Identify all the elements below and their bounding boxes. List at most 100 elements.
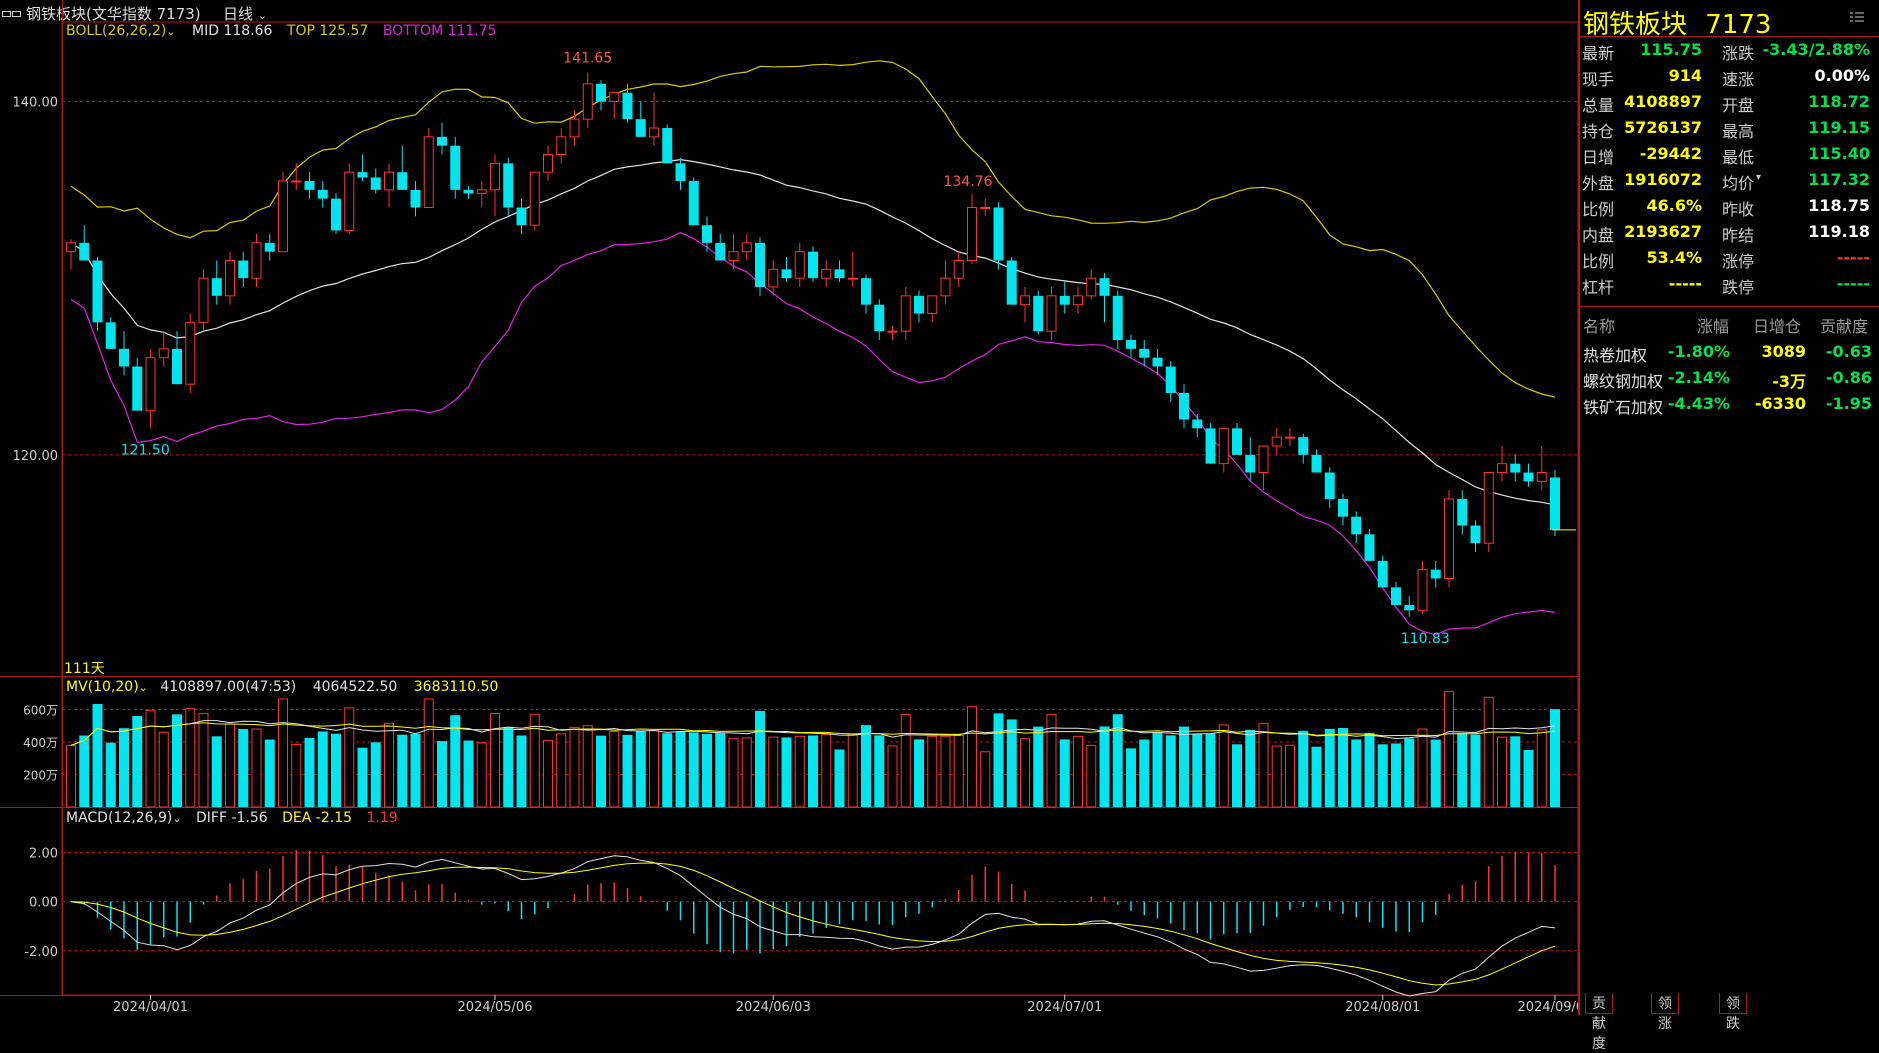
- volume-bar: [251, 728, 262, 808]
- quote-label: 比例: [1582, 200, 1615, 219]
- tab-leading-up[interactable]: 领涨: [1651, 993, 1679, 1032]
- boll-mid-line: [70, 158, 1556, 506]
- volume-bar: [1232, 744, 1242, 807]
- candle-body: [1271, 436, 1282, 447]
- quote-value: -----: [1668, 274, 1702, 293]
- related-name[interactable]: 螺纹钢加权: [1583, 372, 1664, 391]
- candle-body: [476, 189, 487, 194]
- related-header-contrib[interactable]: 贡献度: [1820, 317, 1869, 336]
- candle-body: [1338, 499, 1348, 517]
- candle-body: [1073, 295, 1083, 306]
- volume-bar: [198, 713, 209, 808]
- chevron-down-icon[interactable]: ▾: [1756, 172, 1762, 183]
- quote-value: 118.72: [1808, 92, 1870, 111]
- volume-bar: [529, 713, 540, 808]
- candle-body: [79, 242, 90, 261]
- candle-body: [953, 260, 964, 279]
- volume-bar: [728, 738, 739, 808]
- high-annotation: 134.76: [944, 174, 993, 190]
- candle-body: [211, 278, 222, 296]
- candle-body: [1497, 463, 1507, 473]
- quote-label: 涨跌: [1722, 44, 1755, 63]
- tab-contribution[interactable]: 贡献度: [1585, 993, 1613, 1052]
- candle-body: [410, 189, 421, 208]
- volume-bar: [370, 742, 381, 807]
- list-menu-icon[interactable]: [1850, 10, 1864, 24]
- boll-top: TOP 125.57: [286, 23, 369, 39]
- tab-leading-down[interactable]: 领跌: [1719, 993, 1747, 1032]
- price-axis-label: 140.00: [13, 96, 59, 111]
- chart-header: 钢铁板块(文华指数 7173) 日线 ⌄: [0, 0, 1574, 24]
- quote-value: 119.18: [1808, 222, 1870, 241]
- instrument-name: 钢铁板块: [1583, 10, 1688, 40]
- volume-bar: [92, 703, 103, 807]
- boll-mid: MID 118.66: [192, 23, 273, 39]
- boll-label[interactable]: BOLL(26,26,2): [66, 23, 167, 39]
- quote-value: 2193627: [1624, 222, 1702, 241]
- candle-body: [993, 207, 1004, 261]
- candle-body: [450, 145, 461, 190]
- volume-bar: [158, 731, 169, 808]
- candle-body: [596, 83, 606, 102]
- quote-value: 0.00%: [1814, 66, 1870, 85]
- candle-body: [1483, 472, 1494, 544]
- volume-bar: [1033, 726, 1044, 807]
- chevron-down-icon: ⌄: [172, 812, 182, 825]
- quote-value: 115.75: [1640, 40, 1702, 59]
- candle-body: [1232, 428, 1242, 455]
- boll-bottom: BOTTOM 111.75: [382, 23, 497, 39]
- period-selector[interactable]: 日线 ⌄: [223, 3, 267, 24]
- volume-axis-label: 600万: [23, 704, 58, 718]
- mv-label[interactable]: MV(10,20): [66, 679, 139, 695]
- volume-bar: [344, 707, 355, 808]
- volume-bar: [1324, 728, 1335, 807]
- volume-bar: [1046, 713, 1057, 808]
- candle-body: [1165, 366, 1176, 393]
- candle-body: [715, 242, 726, 261]
- volume-bar: [609, 730, 620, 808]
- volume-bar: [715, 733, 726, 807]
- volume-bar: [1470, 734, 1481, 807]
- volume-bar: [185, 708, 196, 808]
- volume-bar: [1311, 746, 1322, 807]
- candle-body: [1046, 295, 1057, 332]
- volume-bar: [1523, 749, 1534, 807]
- related-name[interactable]: 热卷加权: [1583, 346, 1648, 365]
- volume-bar: [1126, 748, 1136, 807]
- macd-label[interactable]: MACD(12,26,9): [66, 810, 173, 826]
- candle-body: [1470, 525, 1481, 544]
- volume-bar: [781, 737, 792, 807]
- volume-bar: [463, 740, 474, 807]
- volume-bar: [1483, 696, 1494, 808]
- quote-label: 总量: [1582, 96, 1615, 115]
- related-header-chg[interactable]: 涨幅: [1697, 317, 1730, 336]
- volume-bar: [1059, 739, 1070, 807]
- candle-body: [582, 83, 593, 120]
- date-axis-label: 2024/07/01: [1027, 1000, 1102, 1015]
- candle-body: [1351, 516, 1362, 535]
- quote-label: 均价: [1722, 174, 1755, 193]
- volume-bar: [264, 739, 275, 807]
- candle-body: [516, 207, 527, 226]
- chevron-down-icon: ⌄: [166, 25, 176, 38]
- chart-canvas[interactable]: 140.00 120.00 141.65 121.50 134.76 110.83 600万…: [0, 0, 1579, 1015]
- volume-bar: [887, 745, 898, 808]
- volume-bar: [622, 734, 633, 807]
- volume-bar: [278, 698, 288, 808]
- candle-body: [967, 207, 977, 261]
- related-header-name[interactable]: 名称: [1583, 317, 1616, 336]
- candle-body: [463, 189, 474, 194]
- candle-body: [331, 198, 341, 231]
- quote-label: 速涨: [1722, 70, 1755, 89]
- volume-bar: [317, 731, 328, 807]
- window-icon[interactable]: [2, 5, 22, 17]
- volume-bar: [768, 736, 779, 808]
- related-header-oi[interactable]: 日增仓: [1753, 317, 1802, 336]
- volume-bar: [490, 713, 500, 808]
- candle-body: [755, 242, 765, 287]
- candle-body: [927, 295, 938, 315]
- related-contrib: -1.95: [1825, 394, 1872, 413]
- date-axis-label: 2024/09/02: [1518, 1000, 1579, 1015]
- related-name[interactable]: 铁矿石加权: [1583, 398, 1664, 417]
- candle-body: [781, 269, 792, 279]
